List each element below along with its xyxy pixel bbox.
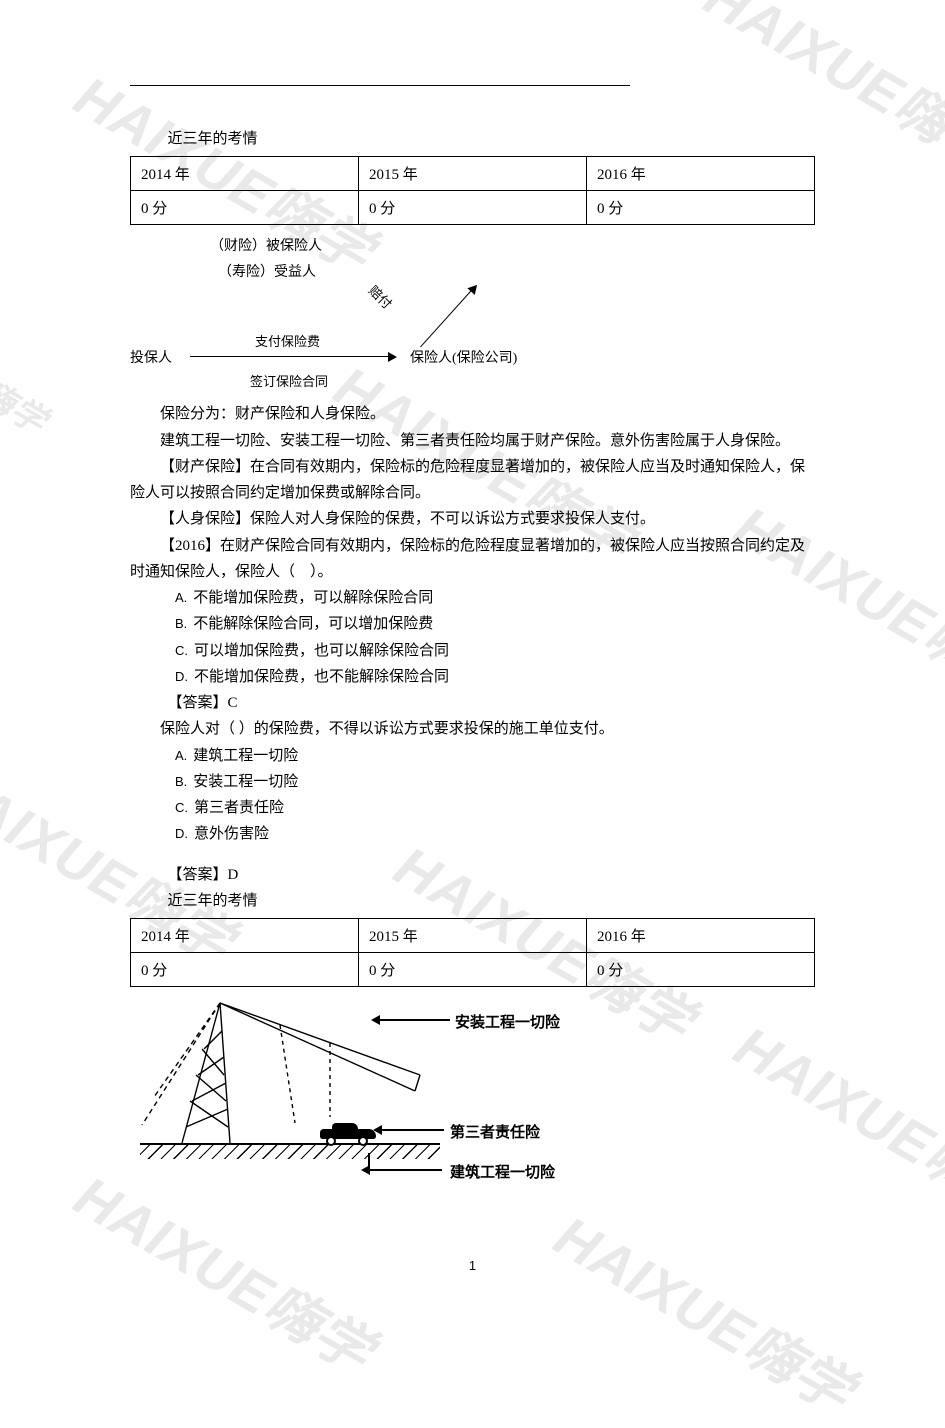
option-label: B.	[175, 774, 187, 789]
diagram-label: 第三者责任险	[450, 1121, 540, 1142]
diagram-label: 投保人	[130, 347, 172, 367]
header-rule	[130, 85, 630, 86]
diagram-label: 建筑工程一切险	[450, 1161, 555, 1182]
question-stem: 【2016】在财产保险合同有效期内，保险标的危险程度显著增加的，被保险人应当按照…	[130, 533, 815, 586]
diagram-label: 支付保险费	[255, 331, 320, 350]
paragraph: 保险分为：财产保险和人身保险。	[130, 401, 815, 427]
table2-title: 近三年的考情	[130, 888, 815, 914]
option-text: 不能增加保险费，可以解除保险合同	[193, 590, 433, 606]
arrow-head-icon	[373, 1125, 382, 1135]
option-label: A.	[175, 590, 187, 605]
label-line	[370, 1169, 442, 1171]
option-d: D. 不能增加保险费，也不能解除保险合同	[130, 664, 815, 690]
table-cell: 0 分	[131, 191, 359, 225]
option-label: B.	[175, 616, 187, 631]
watermark: 嗨学	[0, 366, 58, 443]
option-label: C.	[175, 800, 188, 815]
arrow-line	[420, 286, 476, 348]
table-cell: 2015 年	[359, 157, 587, 191]
paragraph: 【人身保险】保险人对人身保险的保费，不可以诉讼方式要求投保人支付。	[130, 506, 815, 532]
option-a: A. 建筑工程一切险	[130, 743, 815, 769]
page-number: 1	[0, 1258, 945, 1273]
table-cell: 2015 年	[359, 919, 587, 953]
table-cell: 2014 年	[131, 919, 359, 953]
table-cell: 0 分	[359, 191, 587, 225]
table-row: 0 分 0 分 0 分	[131, 953, 815, 987]
table-row: 0 分 0 分 0 分	[131, 191, 815, 225]
table-cell: 2014 年	[131, 157, 359, 191]
option-text: 安装工程一切险	[193, 774, 298, 790]
arrow-line	[190, 356, 390, 357]
label-line	[382, 1129, 444, 1131]
page-content: 近三年的考情 2014 年 2015 年 2016 年 0 分 0 分 0 分 …	[130, 85, 815, 1187]
paragraph: 建筑工程一切险、安装工程一切险、第三者责任险均属于财产保险。意外伤害险属于人身保…	[130, 428, 815, 454]
table-cell: 2016 年	[587, 919, 815, 953]
car-icon	[320, 1123, 376, 1143]
paragraph: 【财产保险】在合同有效期内，保险标的危险程度显著增加的，被保险人应当及时通知保险…	[130, 454, 815, 507]
diagram-label: 保险人(保险公司)	[410, 347, 517, 367]
label-line	[368, 1153, 370, 1171]
table-cell: 0 分	[131, 953, 359, 987]
table-row: 2014 年 2015 年 2016 年	[131, 919, 815, 953]
option-c: C. 第三者责任险	[130, 795, 815, 821]
option-label: D.	[175, 669, 188, 684]
option-label: D.	[175, 826, 188, 841]
option-b: B. 不能解除保险合同，可以增加保险费	[130, 611, 815, 637]
option-text: 意外伤害险	[194, 826, 269, 842]
exam-table-2: 2014 年 2015 年 2016 年 0 分 0 分 0 分	[130, 918, 815, 987]
option-label: A.	[175, 748, 187, 763]
option-b: B. 安装工程一切险	[130, 769, 815, 795]
option-text: 建筑工程一切险	[193, 748, 298, 764]
option-text: 不能解除保险合同，可以增加保险费	[193, 616, 433, 632]
arrow-head-icon	[371, 1015, 380, 1025]
diagram-label: 赔付	[365, 281, 397, 313]
table1-title: 近三年的考情	[130, 126, 815, 152]
option-a: A. 不能增加保险费，可以解除保险合同	[130, 585, 815, 611]
table-row: 2014 年 2015 年 2016 年	[131, 157, 815, 191]
insurance-relationship-diagram: （财险）被保险人 （寿险）受益人 投保人 保险人(保险公司) 支付保险费 签订保…	[110, 235, 540, 395]
table-cell: 0 分	[587, 953, 815, 987]
option-text: 可以增加保险费，也可以解除保险合同	[194, 643, 449, 659]
option-text: 不能增加保险费，也不能解除保险合同	[194, 669, 449, 685]
option-text: 第三者责任险	[194, 800, 284, 816]
diagram-label: （财险）被保险人	[210, 235, 322, 255]
option-label: C.	[175, 643, 188, 658]
arrow-head-icon	[388, 352, 397, 362]
option-c: C. 可以增加保险费，也可以解除保险合同	[130, 638, 815, 664]
diagram-label: 签订保险合同	[250, 371, 328, 390]
label-line	[380, 1019, 450, 1021]
table-cell: 0 分	[587, 191, 815, 225]
watermark: HAIXUE嗨学	[542, 1193, 870, 1428]
answer: 【答案】D	[130, 862, 815, 888]
question-stem: 保险人对（ ）的保险费，不得以诉讼方式要求投保的施工单位支付。	[130, 716, 815, 742]
exam-table-1: 2014 年 2015 年 2016 年 0 分 0 分 0 分	[130, 156, 815, 225]
insurance-types-diagram: 安装工程一切险 第三者责任险 建筑工程一切险	[130, 997, 630, 1187]
table-cell: 2016 年	[587, 157, 815, 191]
table-cell: 0 分	[359, 953, 587, 987]
diagram-label: 安装工程一切险	[455, 1011, 560, 1032]
diagram-label: （寿险）受益人	[218, 261, 316, 281]
answer: 【答案】C	[130, 690, 815, 716]
option-d: D. 意外伤害险	[130, 821, 815, 847]
